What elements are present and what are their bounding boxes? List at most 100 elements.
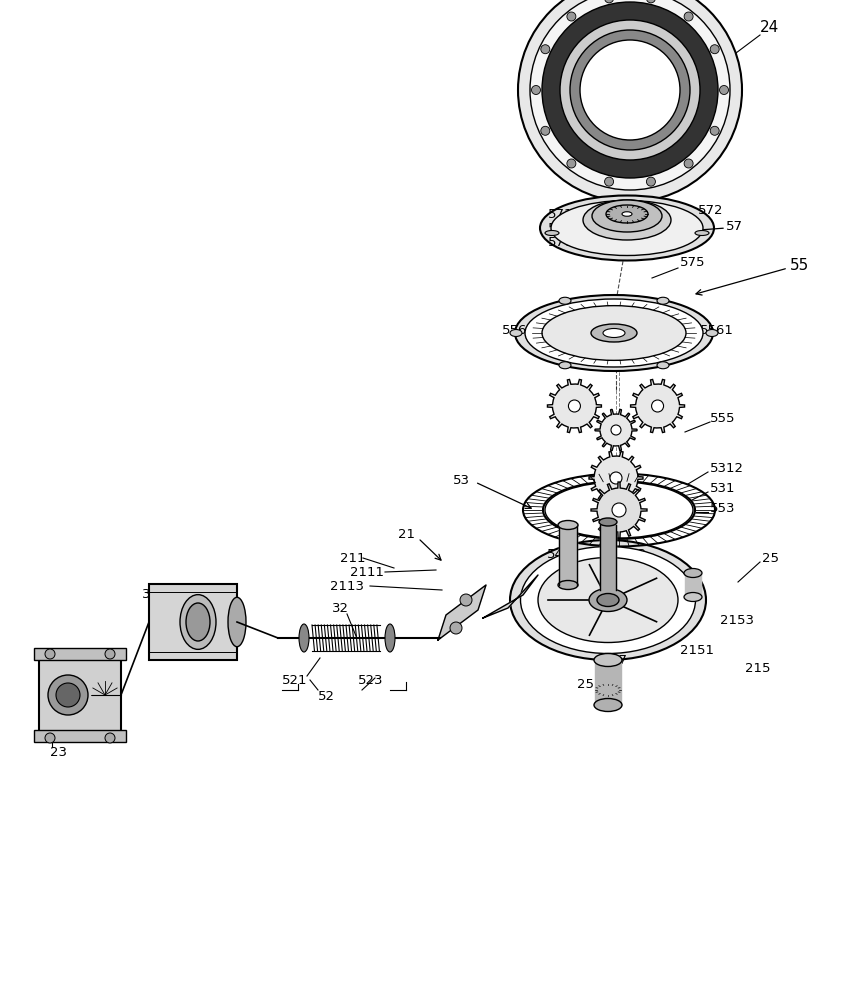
Circle shape: [45, 649, 55, 659]
Circle shape: [542, 2, 718, 178]
Text: 2151: 2151: [680, 644, 714, 656]
Ellipse shape: [706, 330, 718, 336]
Ellipse shape: [569, 400, 581, 412]
Text: 523: 523: [358, 674, 383, 686]
Text: 5712: 5712: [548, 208, 582, 221]
Circle shape: [710, 45, 719, 54]
Ellipse shape: [180, 595, 216, 649]
Circle shape: [530, 0, 730, 190]
Polygon shape: [547, 379, 601, 433]
Ellipse shape: [538, 558, 678, 643]
Text: 5561: 5561: [700, 324, 734, 336]
Ellipse shape: [612, 503, 626, 517]
Circle shape: [647, 0, 655, 3]
Circle shape: [541, 126, 550, 135]
Ellipse shape: [622, 212, 632, 216]
FancyBboxPatch shape: [149, 584, 237, 660]
Text: 555: 555: [710, 412, 735, 424]
Ellipse shape: [545, 231, 559, 235]
Circle shape: [48, 675, 88, 715]
Ellipse shape: [299, 624, 309, 652]
Text: 25: 25: [577, 678, 594, 692]
Text: 21: 21: [398, 528, 415, 540]
Ellipse shape: [652, 400, 663, 412]
Text: 25: 25: [762, 552, 779, 564]
Ellipse shape: [657, 362, 669, 369]
Ellipse shape: [589, 588, 627, 611]
Polygon shape: [591, 482, 647, 538]
Ellipse shape: [559, 297, 571, 304]
Text: 556: 556: [502, 324, 527, 336]
Ellipse shape: [186, 603, 210, 641]
Text: 521: 521: [282, 674, 308, 686]
Circle shape: [720, 86, 728, 95]
Text: 27: 27: [610, 654, 627, 666]
Text: 55: 55: [790, 257, 809, 272]
Polygon shape: [595, 660, 621, 705]
Ellipse shape: [611, 425, 621, 435]
Ellipse shape: [684, 592, 702, 601]
Ellipse shape: [597, 593, 619, 606]
Text: 53: 53: [453, 474, 470, 487]
Ellipse shape: [592, 200, 662, 232]
Circle shape: [605, 0, 613, 3]
Circle shape: [684, 159, 693, 168]
Text: 577: 577: [548, 235, 574, 248]
Bar: [34, 648, 126, 660]
Polygon shape: [559, 525, 577, 585]
Circle shape: [567, 159, 576, 168]
Polygon shape: [595, 409, 637, 451]
Ellipse shape: [606, 205, 648, 223]
Ellipse shape: [603, 328, 625, 338]
Text: 572: 572: [698, 204, 723, 217]
Circle shape: [460, 594, 472, 606]
Ellipse shape: [594, 654, 622, 666]
Polygon shape: [589, 451, 643, 505]
Text: 2111: 2111: [350, 566, 384, 578]
Circle shape: [647, 177, 655, 186]
Ellipse shape: [521, 546, 696, 654]
Text: 32: 32: [332, 601, 349, 614]
Ellipse shape: [583, 200, 671, 240]
Ellipse shape: [543, 481, 695, 539]
Ellipse shape: [684, 568, 702, 578]
Ellipse shape: [558, 520, 578, 530]
Circle shape: [560, 20, 700, 160]
Text: 23: 23: [50, 746, 67, 758]
Bar: [39, 656, 121, 734]
Ellipse shape: [540, 196, 714, 260]
Text: 571: 571: [548, 222, 574, 234]
Text: 30: 30: [142, 587, 159, 600]
Text: 575: 575: [680, 255, 705, 268]
Circle shape: [580, 40, 680, 140]
Text: 531: 531: [710, 482, 735, 494]
Text: 211: 211: [340, 552, 365, 564]
Text: 52: 52: [318, 690, 335, 702]
Circle shape: [532, 86, 540, 95]
Ellipse shape: [542, 306, 686, 360]
Ellipse shape: [558, 580, 578, 589]
Ellipse shape: [551, 200, 703, 255]
Circle shape: [567, 12, 576, 21]
Polygon shape: [685, 573, 701, 597]
Text: 5312: 5312: [710, 462, 744, 475]
Polygon shape: [600, 525, 616, 590]
Circle shape: [684, 12, 693, 21]
Ellipse shape: [510, 540, 706, 660]
Ellipse shape: [385, 624, 395, 652]
Ellipse shape: [695, 231, 709, 235]
Ellipse shape: [515, 295, 713, 371]
Text: 54: 54: [547, 548, 564, 562]
Text: 553: 553: [710, 502, 735, 514]
Circle shape: [45, 733, 55, 743]
Bar: [34, 730, 126, 742]
Circle shape: [605, 177, 613, 186]
Ellipse shape: [559, 362, 571, 369]
Ellipse shape: [228, 597, 246, 647]
Text: 2153: 2153: [720, 613, 754, 626]
Text: 57: 57: [726, 220, 743, 232]
Text: 24: 24: [760, 20, 779, 35]
Circle shape: [450, 622, 462, 634]
Ellipse shape: [610, 472, 622, 484]
Ellipse shape: [591, 324, 637, 342]
